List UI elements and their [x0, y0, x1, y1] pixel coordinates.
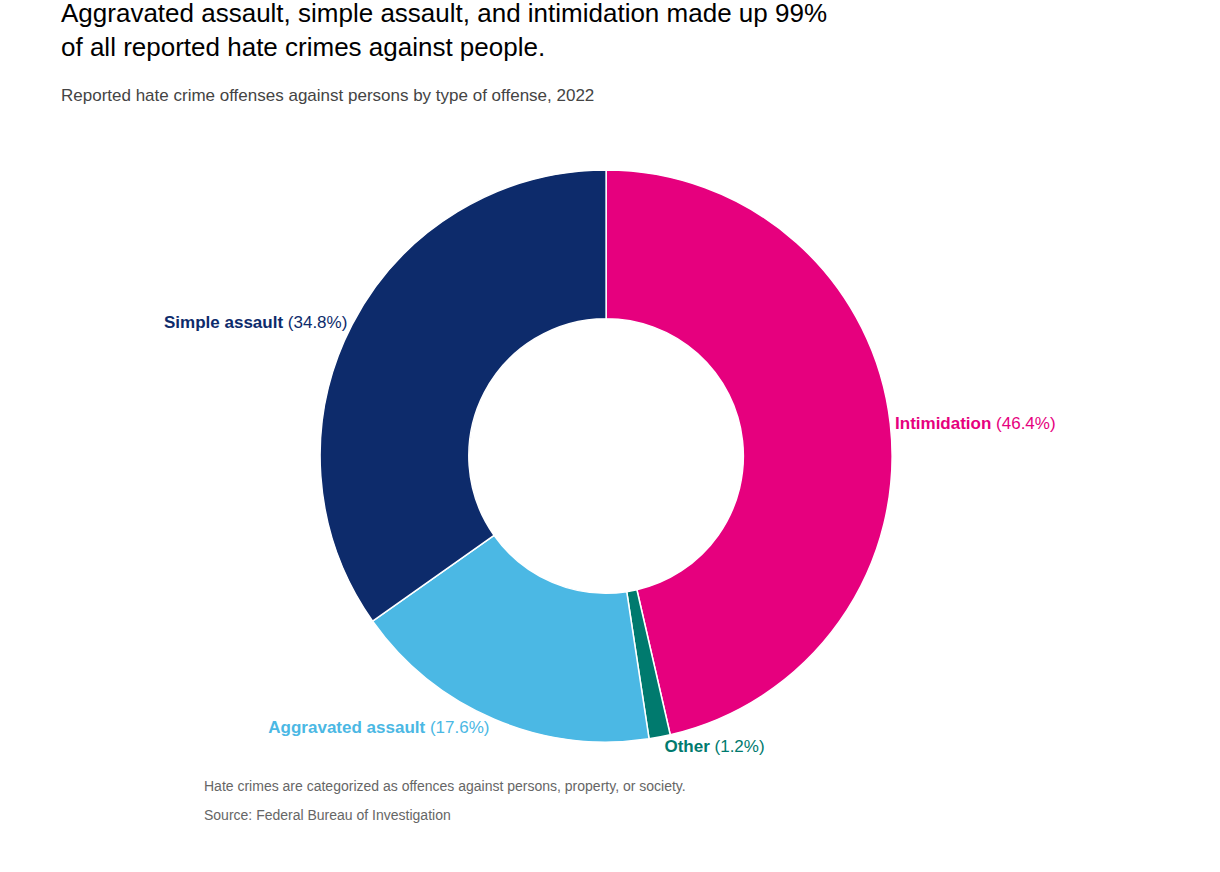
svg-text:Hate crimes are categorized as: Hate crimes are categorized as offences …: [204, 778, 686, 794]
svg-text:Other (1.2%): Other (1.2%): [664, 737, 764, 756]
svg-text:Intimidation (46.4%): Intimidation (46.4%): [895, 414, 1056, 433]
svg-text:Reported hate crime offenses a: Reported hate crime offenses against per…: [61, 86, 594, 105]
svg-text:Simple assault (34.8%): Simple assault (34.8%): [164, 313, 347, 332]
svg-text:Aggravated assault, simple ass: Aggravated assault, simple assault, and …: [61, 0, 827, 62]
svg-text:Aggravated assault (17.6%): Aggravated assault (17.6%): [268, 718, 489, 737]
svg-text:Source: Federal Bureau of Inve: Source: Federal Bureau of Investigation: [204, 807, 451, 823]
